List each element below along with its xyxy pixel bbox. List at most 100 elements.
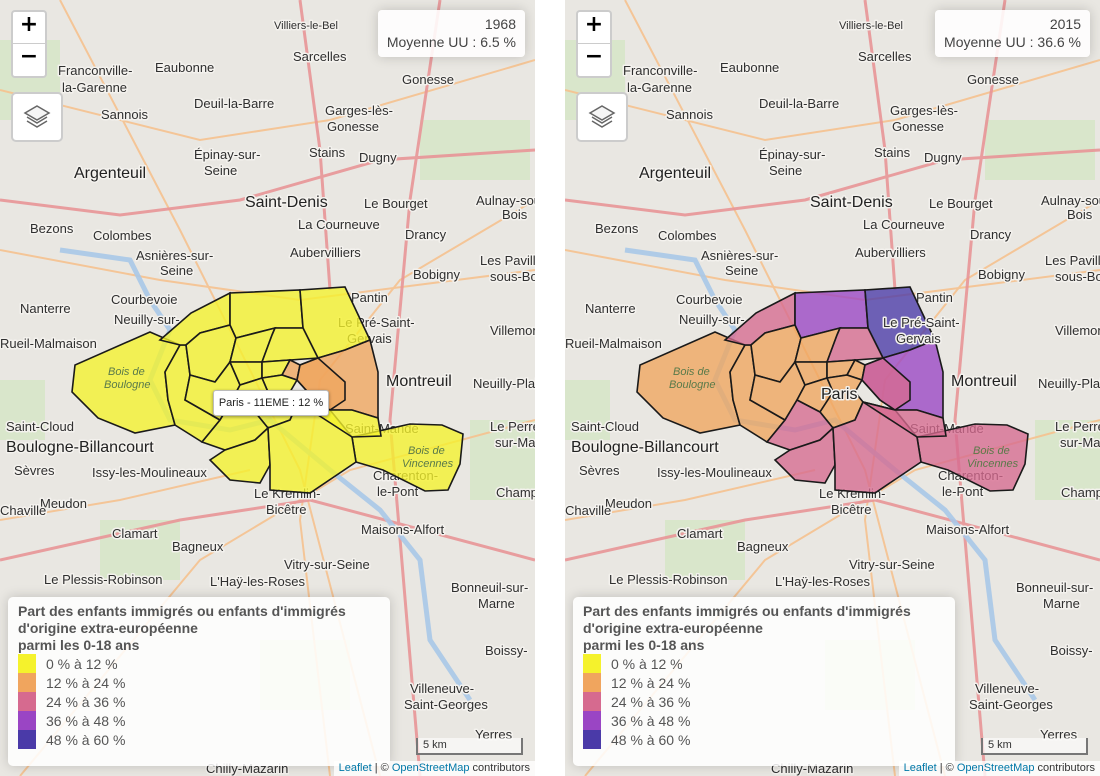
label-la-garenne: la-Garenne: [627, 80, 692, 95]
label-pantin: Pantin: [916, 290, 953, 305]
label-montreuil: Montreuil: [386, 373, 452, 390]
label-bois-boulogne-2: Boulogne: [669, 379, 716, 391]
legend-title-line-3: parmi les 0-18 ans: [18, 637, 140, 653]
zoom-out-button[interactable]: −: [584, 44, 604, 69]
label-bois-boulogne-1: Bois de: [108, 366, 145, 378]
label-franconville: Franconville-: [623, 63, 697, 78]
legend: Part des enfants immigrés ou enfants d'i…: [573, 597, 955, 766]
label-villemomble: Villemomble: [1055, 323, 1100, 338]
map-1968[interactable]: Villiers-le-Bel Franconville- la-Garenne…: [0, 0, 535, 776]
osm-link[interactable]: OpenStreetMap: [391, 762, 470, 774]
legend-label: 0 % à 12 %: [46, 655, 118, 672]
label-les-pavillons: Les Pavillons-: [1045, 253, 1100, 268]
label-dugny: Dugny: [924, 150, 962, 165]
average-label: Moyenne UU : 36.6 %: [944, 34, 1081, 50]
label-deuil: Deuil-la-Barre: [194, 96, 274, 111]
legend-row: 48 % à 60 %: [583, 730, 945, 749]
tooltip: Paris - 11EME : 12 %: [213, 390, 329, 416]
label-sous-bois: sous-Bois: [1055, 269, 1100, 284]
label-asnieres: Asnières-sur-: [136, 248, 213, 263]
label-seine: Seine: [204, 163, 237, 178]
label-la-courneuve: La Courneuve: [298, 217, 380, 232]
label-colombes: Colombes: [658, 228, 717, 243]
legend-label: 24 % à 36 %: [46, 693, 126, 710]
layers-button[interactable]: [576, 92, 628, 142]
label-eaubonne: Eaubonne: [720, 60, 779, 75]
label-colombes: Colombes: [93, 228, 152, 243]
label-nanterre: Nanterre: [20, 301, 71, 316]
label-neuilly-plaisance: Neuilly-Plaisance: [1038, 376, 1100, 391]
choropleth-1968[interactable]: [71, 286, 464, 494]
label-bois-boulogne-1: Bois de: [673, 366, 710, 378]
legend-swatch: [18, 730, 36, 749]
choropleth-2015[interactable]: [636, 286, 1029, 494]
label-bobigny: Bobigny: [413, 267, 460, 282]
layers-icon: [23, 105, 51, 128]
attribution: Leaflet | © OpenStreetMap contributors: [333, 761, 535, 776]
legend-row: 24 % à 36 %: [18, 692, 380, 711]
legend-label: 12 % à 24 %: [46, 674, 126, 691]
label-bonneuil: Bonneuil-sur-: [451, 580, 528, 595]
label-la-garenne: la-Garenne: [62, 80, 127, 95]
label-deuil: Deuil-la-Barre: [759, 96, 839, 111]
label-le-pont: le-Pont: [942, 484, 984, 499]
zoom-in-button[interactable]: +: [13, 12, 45, 44]
layers-icon: [588, 105, 616, 128]
label-le-pont: le-Pont: [377, 484, 419, 499]
leaflet-link[interactable]: Leaflet: [338, 762, 372, 774]
label-gonesse2: Gonesse: [892, 119, 944, 134]
label-sarcelles: Sarcelles: [858, 49, 912, 64]
label-stains: Stains: [309, 145, 346, 160]
attribution: Leaflet | © OpenStreetMap contributors: [898, 761, 1100, 776]
district-a12[interactable]: [862, 401, 947, 438]
label-rueil: Rueil-Malmaison: [0, 336, 97, 351]
label-bois: Bois: [1067, 207, 1093, 222]
label-garges: Garges-lès-: [325, 103, 393, 118]
label-vitry: Vitry-sur-Seine: [284, 557, 370, 572]
label-rueil: Rueil-Malmaison: [565, 336, 662, 351]
label-maisons-alfort: Maisons-Alfort: [361, 522, 444, 537]
zoom-out-button[interactable]: −: [19, 44, 39, 69]
district-a14[interactable]: [208, 426, 271, 484]
map-2015[interactable]: Villiers-le-Bel Franconville- la-Garenne…: [565, 0, 1100, 776]
label-bois-vincennes-1: Bois de: [408, 445, 445, 457]
legend-label: 12 % à 24 %: [611, 674, 691, 691]
label-bois-vincennes-2: Vincennes: [967, 458, 1019, 470]
year-label: 2015: [1049, 16, 1081, 32]
leaflet-link[interactable]: Leaflet: [903, 762, 937, 774]
legend-swatch: [583, 730, 601, 749]
label-sevres: Sèvres: [579, 463, 620, 478]
label-clamart: Clamart: [112, 526, 158, 541]
label-gonesse: Gonesse: [967, 72, 1019, 87]
legend-label: 24 % à 36 %: [611, 693, 691, 710]
layers-button[interactable]: [11, 92, 63, 142]
label-sarcelles: Sarcelles: [293, 49, 347, 64]
label-aulnay: Aulnay-sous-: [1041, 193, 1100, 208]
district-a11[interactable]: [861, 357, 911, 411]
zoom-in-button[interactable]: +: [578, 12, 610, 44]
label-bicetre: Bicêtre: [266, 502, 306, 517]
attribution-sep: | ©: [936, 762, 957, 774]
label-bagneux: Bagneux: [737, 539, 789, 554]
legend-title-line-1: Part des enfants immigrés ou enfants d'i…: [18, 603, 346, 619]
info-box: 2015 Moyenne UU : 36.6 %: [935, 10, 1090, 57]
label-seine-2: Seine: [160, 263, 193, 278]
label-asnieres: Asnières-sur-: [701, 248, 778, 263]
label-clamart: Clamart: [677, 526, 723, 541]
label-saint-georges: Saint-Georges: [969, 697, 1053, 712]
label-sur-marne: sur-Marne: [1060, 435, 1100, 450]
label-vitry: Vitry-sur-Seine: [849, 557, 935, 572]
label-champigny: Champigny-: [1061, 485, 1100, 500]
label-argenteuil: Argenteuil: [639, 165, 711, 182]
legend-swatch: [18, 673, 36, 692]
legend-title-line-2: d'origine extra-européenne: [18, 620, 198, 636]
district-a14[interactable]: [773, 426, 836, 484]
district-vincennes-wood[interactable]: [916, 423, 1029, 492]
osm-link[interactable]: OpenStreetMap: [956, 762, 1035, 774]
label-bezons: Bezons: [30, 221, 74, 236]
label-hay: L'Haÿ-les-Roses: [210, 574, 305, 589]
district-vincennes-wood[interactable]: [351, 423, 464, 492]
label-paris: Paris: [821, 386, 857, 403]
district-a11[interactable]: [296, 357, 346, 411]
attribution-suffix: contributors: [1034, 762, 1095, 774]
